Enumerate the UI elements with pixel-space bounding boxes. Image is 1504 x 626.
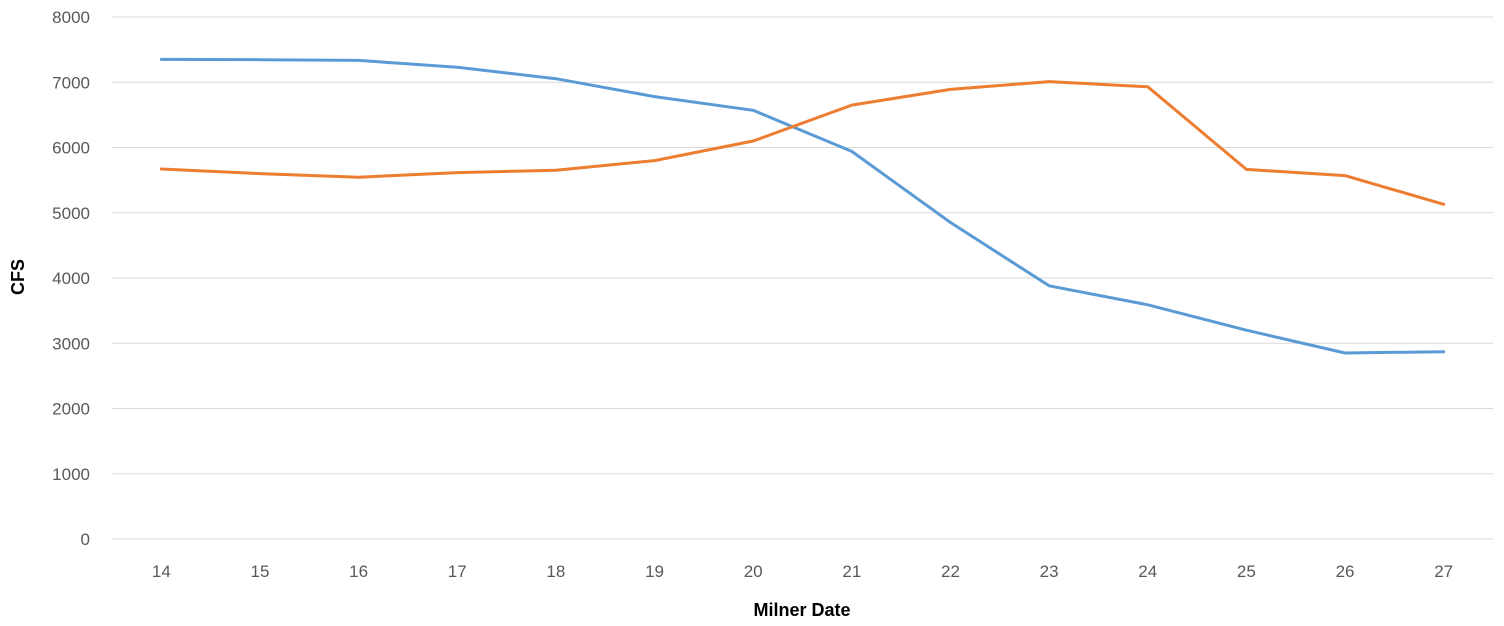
y-tick-label: 5000 [52,204,90,223]
y-tick-label: 2000 [52,400,90,419]
x-tick-label: 26 [1336,562,1355,581]
x-tick-label: 23 [1040,562,1059,581]
y-tick-label: 8000 [52,8,90,27]
series-line-2 [159,80,1446,206]
y-axis-title: CFS [8,259,28,295]
x-tick-label: 15 [251,562,270,581]
x-tick-label: 16 [349,562,368,581]
x-tick-label: 19 [645,562,664,581]
x-tick-label: 24 [1138,562,1157,581]
y-tick-label: 3000 [52,334,90,353]
gridlines [112,16,1493,540]
series-line-1 [159,57,1446,355]
x-axis-tick-labels: 14 15 16 17 18 19 20 21 22 23 24 25 26 27 [152,562,1453,581]
y-tick-label: 0 [81,530,90,549]
y-tick-label: 6000 [52,139,90,158]
x-tick-label: 18 [546,562,565,581]
x-tick-label: 21 [842,562,861,581]
x-tick-label: 22 [941,562,960,581]
x-tick-label: 27 [1434,562,1453,581]
x-tick-label: 20 [744,562,763,581]
y-tick-label: 1000 [52,465,90,484]
y-axis-tick-labels: 0 1000 2000 3000 4000 5000 6000 7000 8000 [52,8,90,549]
x-tick-label: 14 [152,562,171,581]
x-tick-label: 17 [448,562,467,581]
y-tick-label: 7000 [52,73,90,92]
series-lines [159,57,1446,355]
y-tick-label: 4000 [52,269,90,288]
x-axis-title: Milner Date [753,600,850,620]
x-tick-label: 25 [1237,562,1256,581]
